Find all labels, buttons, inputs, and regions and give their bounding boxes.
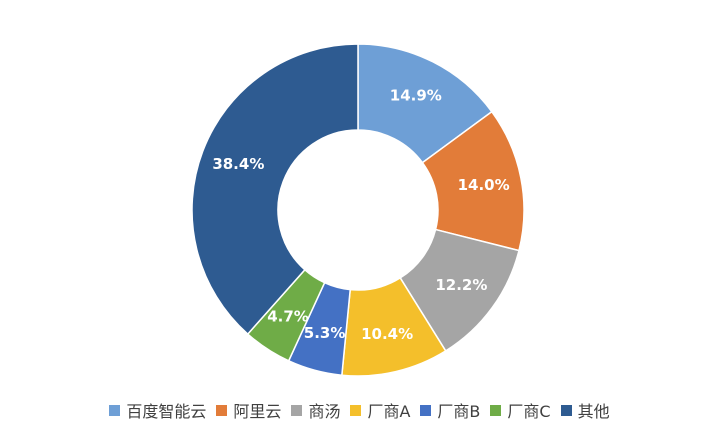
legend-swatch: [420, 404, 432, 416]
legend-swatch: [291, 404, 303, 416]
data-label: 12.2%: [435, 276, 487, 294]
data-label: 5.3%: [304, 324, 346, 342]
data-label: 38.4%: [212, 155, 264, 173]
legend-item: 厂商B: [420, 398, 480, 422]
data-label: 10.4%: [361, 325, 413, 343]
data-label: 4.7%: [267, 308, 309, 326]
donut-slice: [191, 43, 359, 336]
legend-item: 百度智能云: [109, 398, 206, 422]
legend-item: 其他: [560, 398, 610, 422]
legend-label: 厂商A: [367, 402, 411, 421]
legend-swatch: [216, 404, 228, 416]
legend-item: 阿里云: [216, 398, 281, 422]
legend-item: 商汤: [291, 398, 340, 422]
legend-label: 厂商B: [437, 402, 481, 421]
legend-label: 商汤: [308, 402, 341, 421]
legend-swatch: [490, 404, 502, 416]
legend-item: 厂商A: [350, 398, 410, 422]
legend-label: 其他: [577, 402, 610, 421]
legend-swatch: [350, 404, 362, 416]
legend-item: 厂商C: [490, 398, 551, 422]
legend-label: 厂商C: [507, 402, 551, 421]
legend-swatch: [109, 404, 121, 416]
data-label: 14.0%: [458, 176, 510, 194]
legend: 百度智能云 阿里云 商汤 厂商A 厂商B 厂商C 其他: [0, 398, 719, 422]
legend-label: 阿里云: [233, 402, 282, 421]
legend-swatch: [560, 404, 572, 416]
legend-label: 百度智能云: [126, 402, 207, 421]
data-label: 14.9%: [390, 86, 442, 104]
